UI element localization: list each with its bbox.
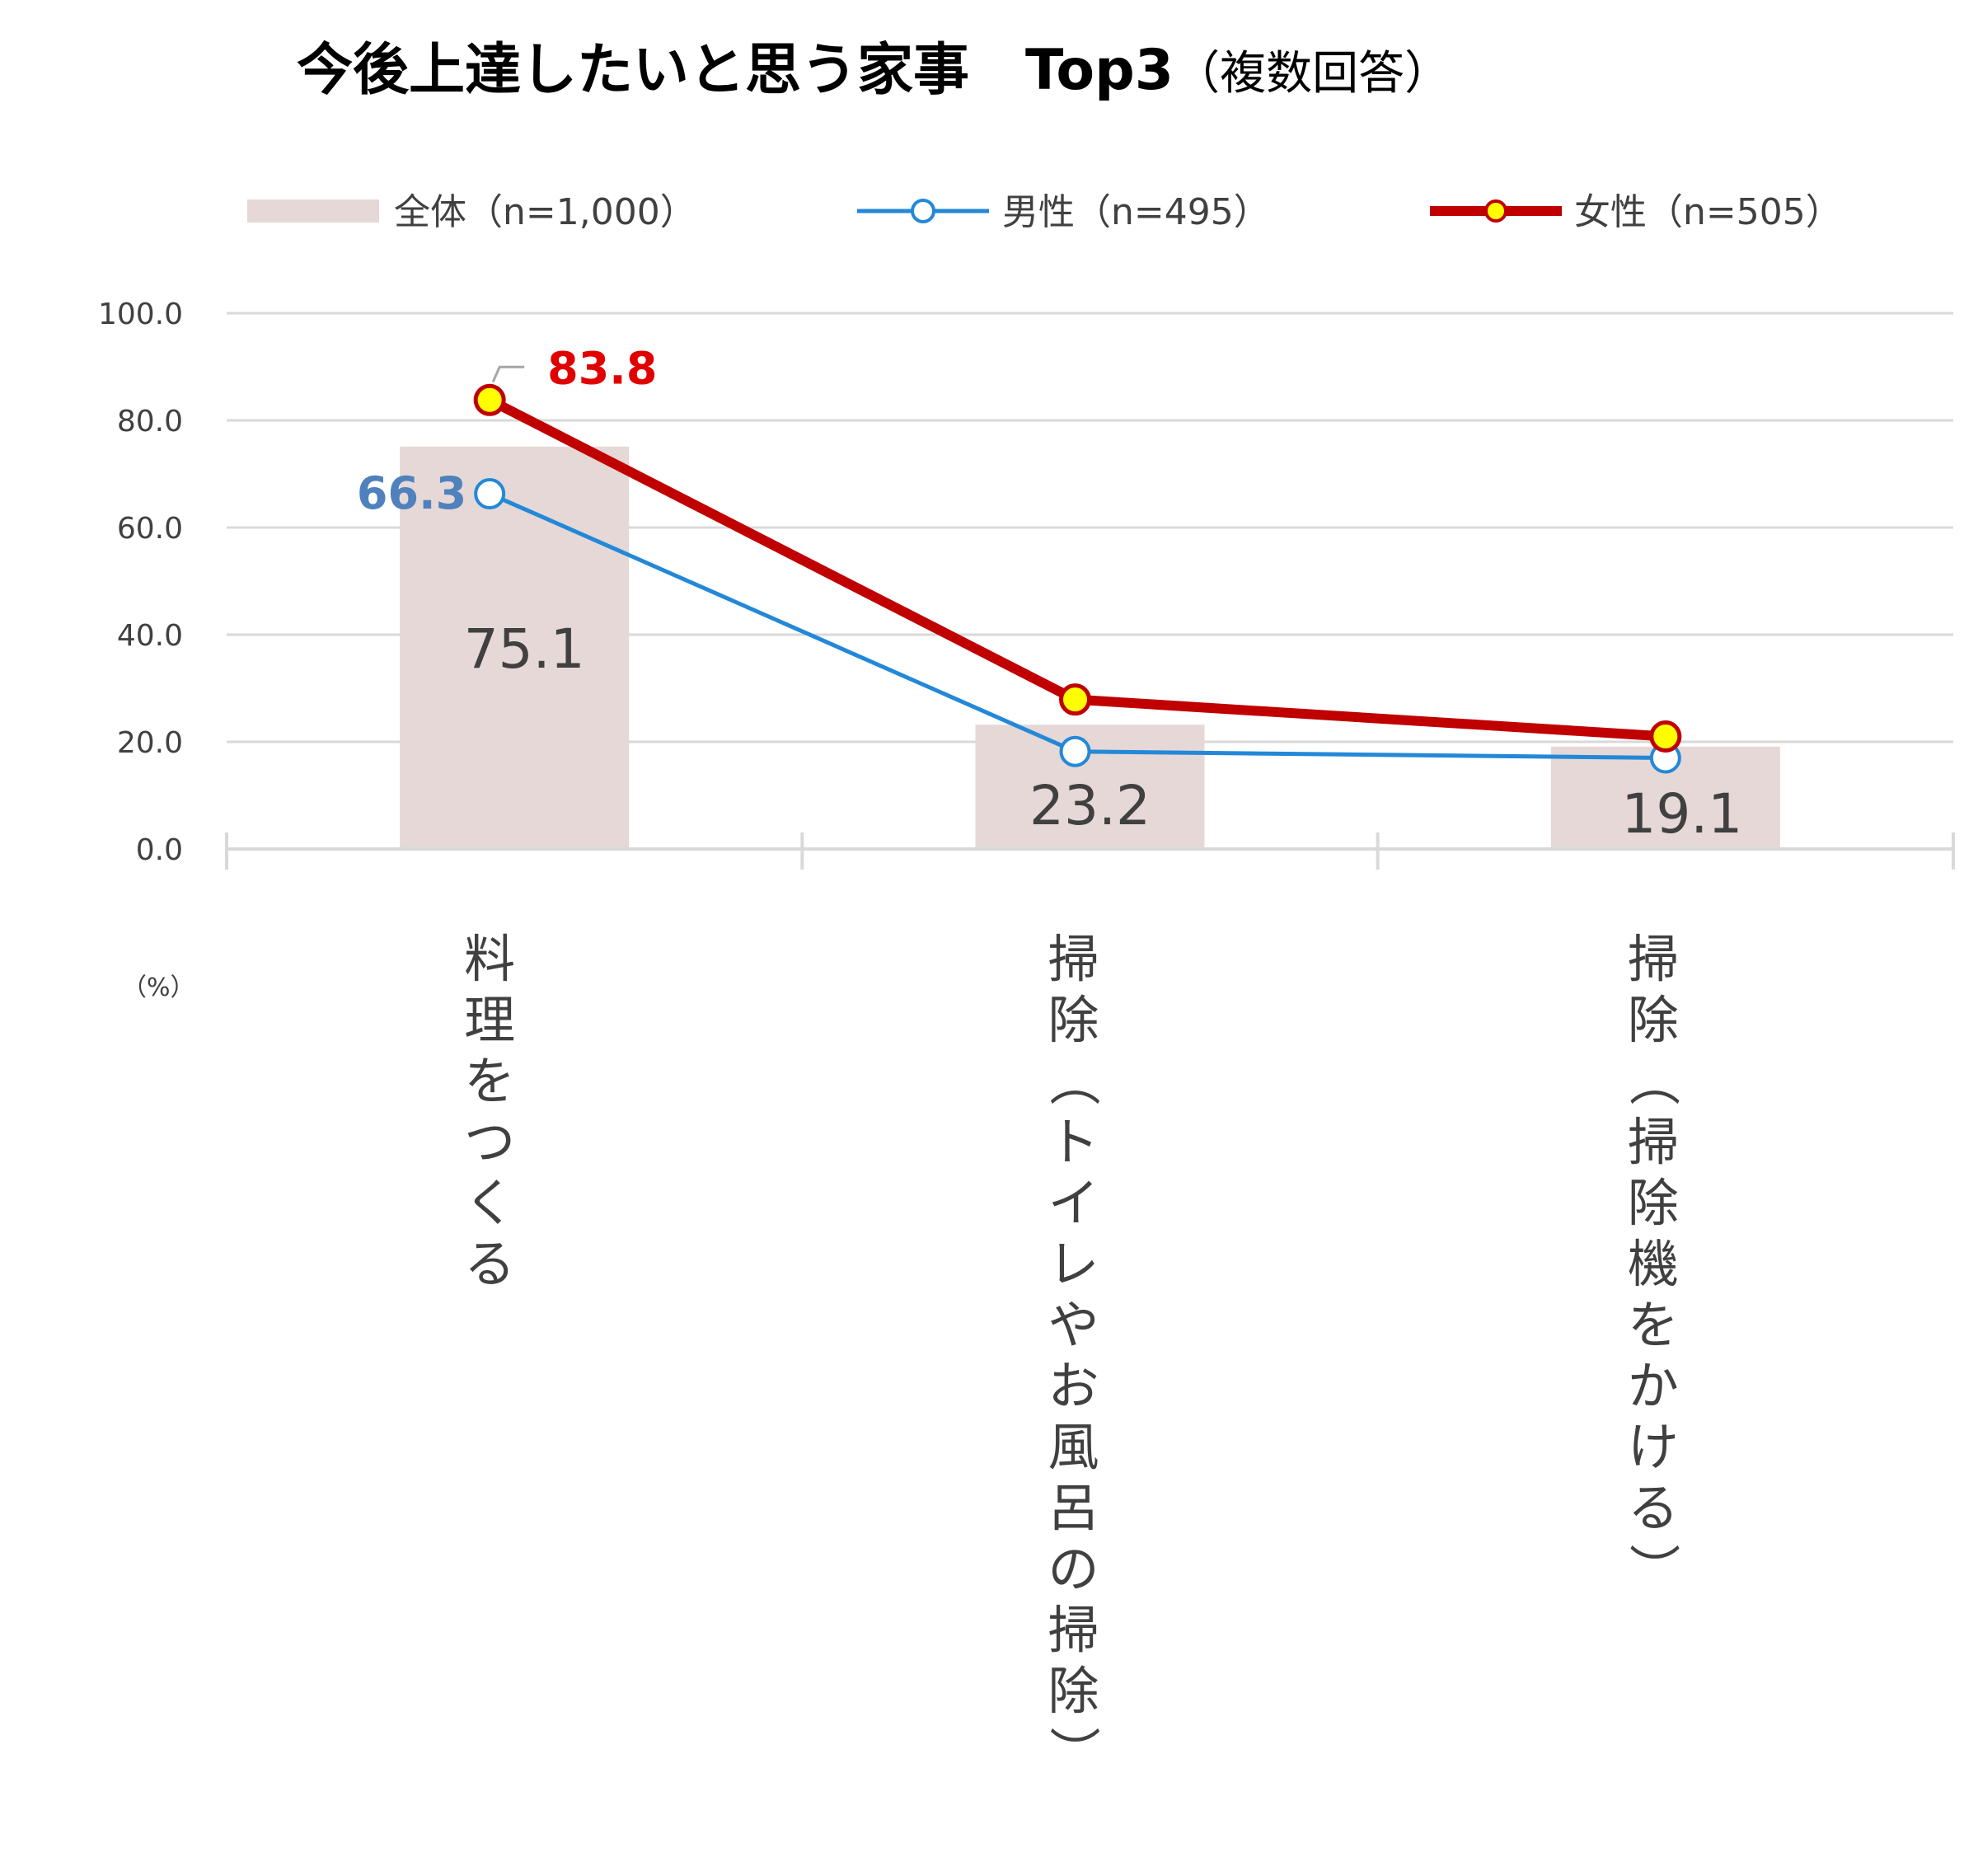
category-char: 風 (1048, 1417, 1099, 1477)
y-tick-label: 40.0 (117, 619, 183, 653)
y-tick-label: 80.0 (117, 405, 183, 439)
category-char: を (1628, 1295, 1679, 1355)
category-char: お (1048, 1356, 1099, 1416)
category-char: る (464, 1234, 515, 1294)
category-char: （ (1043, 1055, 1104, 1106)
line-marker (1059, 735, 1091, 767)
y-unit-label: （%） (122, 973, 195, 1002)
series-line (489, 491, 1666, 760)
category-char: を (464, 1051, 515, 1111)
chart-title-main: 今後上達したいと思う家事 Top3 (297, 38, 1174, 103)
male-value-label: 66.3 (357, 467, 466, 519)
leader-line (491, 365, 525, 382)
category-char: 機 (1628, 1234, 1679, 1294)
category-char: イ (1048, 1173, 1099, 1233)
legend: 全体（n=1,000） 男性（n=495） 女性（n=505） (247, 191, 1842, 233)
bar (400, 446, 630, 849)
legend-marker (911, 199, 935, 223)
category-char: つ (464, 1112, 515, 1172)
y-tick-label: 20.0 (117, 726, 183, 760)
bar (975, 725, 1205, 849)
category-char: ） (1623, 1543, 1683, 1594)
y-tick-label: 100.0 (98, 298, 183, 331)
category-char: 掃 (1048, 929, 1099, 989)
chart-title: 今後上達したいと思う家事 Top3（複数回答） (297, 38, 1451, 103)
category-char: レ (1048, 1234, 1099, 1294)
category-char: 料 (464, 929, 515, 989)
bars (400, 446, 1780, 849)
legend-label: 女性（n=505） (1574, 191, 1842, 233)
legend-swatch-bar (247, 199, 379, 223)
category-char: ） (1043, 1726, 1104, 1777)
line-marker (1059, 683, 1091, 716)
bar-value-label: 19.1 (1621, 782, 1742, 846)
bar-value-label: 75.1 (464, 617, 585, 681)
category-char: か (1628, 1356, 1679, 1416)
category-char: る (1628, 1478, 1679, 1538)
line-marker (1649, 720, 1682, 753)
chart-subtitle: （複数回答） (1174, 47, 1451, 101)
legend-label: 全体（n=1,000） (394, 191, 696, 233)
y-tick-label: 0.0 (136, 833, 183, 867)
category-char: （ (1623, 1055, 1683, 1106)
category-char: 除 (1628, 990, 1679, 1050)
category-char: 掃 (1628, 1112, 1679, 1172)
line-marker (473, 383, 506, 416)
category-char: 除 (1048, 1661, 1099, 1721)
y-tick-label: 60.0 (117, 512, 183, 546)
x-axis (225, 832, 1955, 870)
category-char: の (1048, 1539, 1099, 1599)
legend-marker (1484, 199, 1507, 223)
legend-label: 男性（n=495） (1002, 191, 1270, 233)
data-labels: 75.1 23.2 19.1 66.3 83.8 (357, 342, 1742, 846)
y-axis: 0.0 20.0 40.0 60.0 80.0 100.0 (98, 298, 183, 867)
category-char: ト (1048, 1112, 1099, 1172)
category-char: け (1628, 1417, 1679, 1477)
lines (473, 383, 1682, 774)
category-char: 掃 (1628, 929, 1679, 989)
category-char: く (464, 1173, 515, 1233)
female-value-label: 83.8 (547, 342, 657, 394)
category-char: 除 (1048, 990, 1099, 1050)
category-char: 掃 (1048, 1600, 1099, 1660)
category-char: や (1048, 1295, 1099, 1355)
category-char: 除 (1628, 1173, 1679, 1233)
bar-value-label: 23.2 (1029, 774, 1151, 837)
line-marker (474, 478, 506, 510)
category-char: 呂 (1048, 1478, 1099, 1538)
category-char: 理 (464, 990, 515, 1050)
